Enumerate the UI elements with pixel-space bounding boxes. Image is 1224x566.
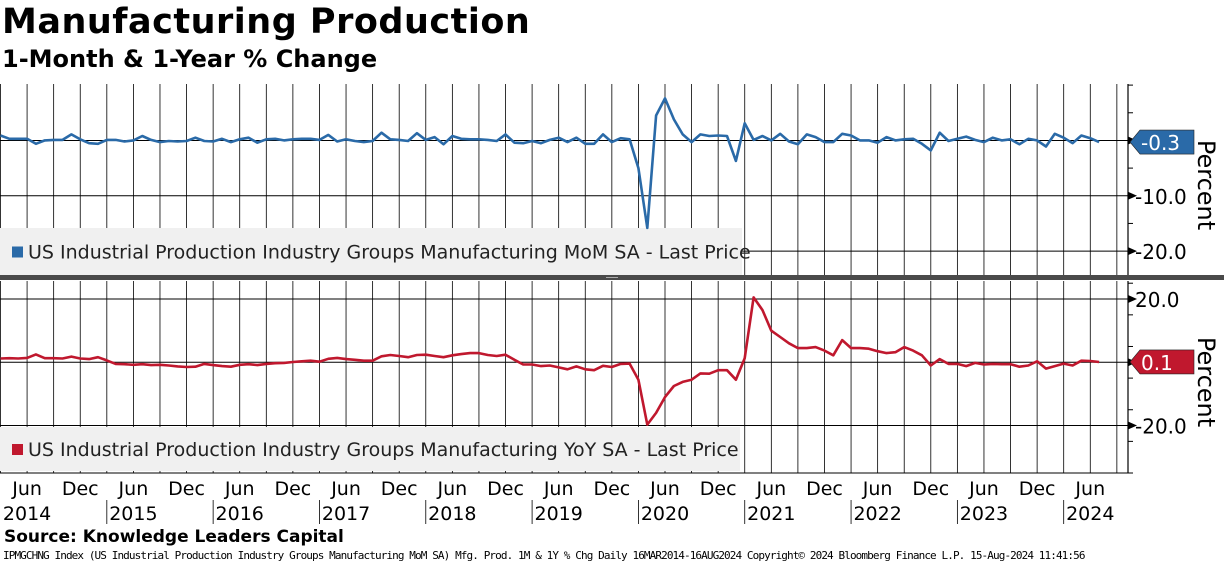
legend-swatch bbox=[12, 444, 23, 455]
x-tick-year: 2017 bbox=[322, 503, 370, 525]
source-note: Source: Knowledge Leaders Capital bbox=[4, 527, 344, 547]
x-tick-year: 2019 bbox=[535, 503, 583, 525]
x-tick-year: 2024 bbox=[1066, 503, 1114, 525]
last-value-label: -0.3 bbox=[1141, 131, 1180, 155]
legend-box bbox=[0, 228, 742, 275]
tick-arrow bbox=[1128, 421, 1137, 430]
x-tick-month: Dec bbox=[381, 478, 418, 500]
x-tick-month: Dec bbox=[593, 478, 630, 500]
x-tick-year: 2020 bbox=[641, 503, 689, 525]
series-line bbox=[0, 97, 1100, 230]
footer-info: IPMGCHNG Index (US Industrial Production… bbox=[3, 549, 1085, 562]
x-tick-month: Dec bbox=[1019, 478, 1056, 500]
x-tick-year: 2022 bbox=[853, 503, 901, 525]
x-tick-month: Dec bbox=[274, 478, 311, 500]
x-tick-month: Jun bbox=[968, 478, 999, 500]
chart-subtitle: 1-Month & 1-Year % Change bbox=[2, 45, 378, 73]
x-tick-year: 2015 bbox=[109, 503, 157, 525]
legend-label: US Industrial Production Industry Groups… bbox=[28, 439, 739, 461]
last-value-tag bbox=[1129, 129, 1195, 155]
tick-arrow bbox=[1128, 295, 1137, 304]
x-tick-month: Dec bbox=[168, 478, 205, 500]
x-tick-month: Jun bbox=[1074, 478, 1105, 500]
y-tick-label: -10.0 bbox=[1135, 185, 1187, 209]
x-tick-year: 2018 bbox=[428, 503, 476, 525]
x-tick-month: Jun bbox=[118, 478, 149, 500]
x-tick-month: Jun bbox=[11, 478, 42, 500]
x-tick-month: Jun bbox=[755, 478, 786, 500]
y-axis-title: Percent bbox=[1192, 140, 1220, 230]
legend-swatch bbox=[12, 246, 23, 258]
x-tick-year: 2016 bbox=[216, 503, 264, 525]
x-tick-month: Jun bbox=[543, 478, 574, 500]
x-tick-month: Jun bbox=[437, 478, 468, 500]
x-tick-year: 2014 bbox=[3, 503, 51, 525]
last-value-tag bbox=[1129, 349, 1195, 375]
x-tick-month: Jun bbox=[330, 478, 361, 500]
x-tick-month: Dec bbox=[487, 478, 524, 500]
y-tick-label: 20.0 bbox=[1135, 288, 1180, 312]
x-tick-year: 2021 bbox=[747, 503, 795, 525]
last-value-label: 0.1 bbox=[1141, 351, 1173, 375]
x-tick-month: Jun bbox=[862, 478, 893, 500]
legend-box bbox=[0, 427, 740, 471]
x-tick-month: Jun bbox=[224, 478, 255, 500]
legend-label: US Industrial Production Industry Groups… bbox=[28, 242, 751, 264]
x-tick-year: 2023 bbox=[960, 503, 1008, 525]
series-line bbox=[0, 296, 1100, 426]
chart-title: Manufacturing Production bbox=[2, 2, 531, 42]
y-tick-label: -20.0 bbox=[1135, 240, 1187, 264]
y-axis-title: Percent bbox=[1192, 337, 1220, 427]
x-tick-month: Dec bbox=[912, 478, 949, 500]
x-tick-month: Jun bbox=[649, 478, 680, 500]
x-tick-month: Dec bbox=[62, 478, 99, 500]
y-tick-label: -20.0 bbox=[1135, 415, 1187, 439]
x-tick-month: Dec bbox=[806, 478, 843, 500]
x-tick-month: Dec bbox=[700, 478, 737, 500]
